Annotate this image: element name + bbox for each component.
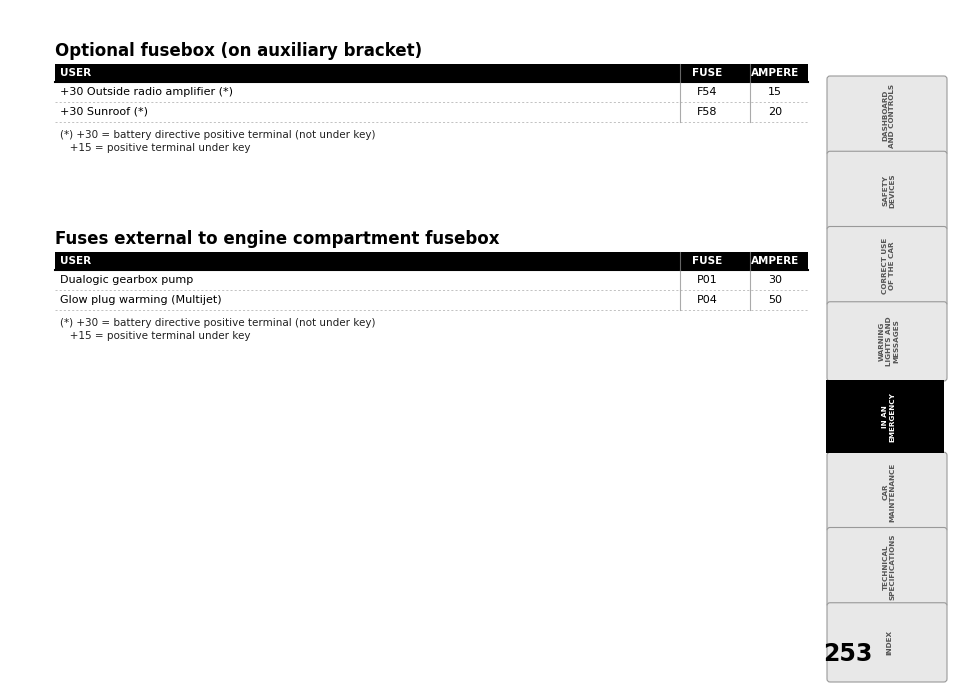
Text: P01: P01: [696, 275, 717, 285]
Text: 20: 20: [767, 107, 781, 117]
Text: FUSE: FUSE: [691, 256, 721, 266]
Text: 50: 50: [767, 295, 781, 305]
FancyBboxPatch shape: [826, 151, 946, 230]
Bar: [825, 380, 943, 453]
Text: INDEX: INDEX: [885, 630, 891, 655]
Text: FUSE: FUSE: [691, 68, 721, 78]
Text: F58: F58: [696, 107, 717, 117]
Text: 15: 15: [767, 87, 781, 97]
Text: (*) +30 = battery directive positive terminal (not under key): (*) +30 = battery directive positive ter…: [60, 130, 375, 140]
Text: +30 Outside radio amplifier (*): +30 Outside radio amplifier (*): [60, 87, 233, 97]
Text: Dualogic gearbox pump: Dualogic gearbox pump: [60, 275, 193, 285]
Text: WARNING
LIGHTS AND
MESSAGES: WARNING LIGHTS AND MESSAGES: [878, 317, 898, 366]
Text: +15 = positive terminal under key: +15 = positive terminal under key: [60, 143, 251, 153]
Text: IN AN
EMERGENCY: IN AN EMERGENCY: [882, 392, 895, 442]
Text: (*) +30 = battery directive positive terminal (not under key): (*) +30 = battery directive positive ter…: [60, 318, 375, 328]
Text: 30: 30: [767, 275, 781, 285]
Text: CAR
MAINTENANCE: CAR MAINTENANCE: [882, 462, 895, 521]
FancyBboxPatch shape: [826, 302, 946, 381]
Text: +15 = positive terminal under key: +15 = positive terminal under key: [60, 331, 251, 341]
Text: TECHNICAL
SPECIFICATIONS: TECHNICAL SPECIFICATIONS: [882, 534, 895, 600]
Text: DASHBOARD
AND CONTROLS: DASHBOARD AND CONTROLS: [882, 84, 895, 148]
Text: SAFETY
DEVICES: SAFETY DEVICES: [882, 174, 895, 208]
Text: 253: 253: [822, 642, 871, 666]
Text: F54: F54: [696, 87, 717, 97]
Text: Fuses external to engine compartment fusebox: Fuses external to engine compartment fus…: [55, 230, 499, 248]
Bar: [55, 64, 807, 82]
Text: USER: USER: [60, 68, 91, 78]
FancyBboxPatch shape: [826, 603, 946, 682]
FancyBboxPatch shape: [826, 76, 946, 155]
Text: Optional fusebox (on auxiliary bracket): Optional fusebox (on auxiliary bracket): [55, 42, 421, 60]
Text: Glow plug warming (Multijet): Glow plug warming (Multijet): [60, 295, 221, 305]
FancyBboxPatch shape: [826, 226, 946, 306]
Text: AMPERE: AMPERE: [750, 68, 799, 78]
FancyBboxPatch shape: [826, 452, 946, 531]
Text: AMPERE: AMPERE: [750, 256, 799, 266]
Text: CORRECT USE
OF THE CAR: CORRECT USE OF THE CAR: [882, 238, 895, 295]
FancyBboxPatch shape: [826, 528, 946, 607]
Text: USER: USER: [60, 256, 91, 266]
Text: +30 Sunroof (*): +30 Sunroof (*): [60, 107, 148, 117]
Bar: [55, 252, 807, 270]
Text: P04: P04: [696, 295, 717, 305]
